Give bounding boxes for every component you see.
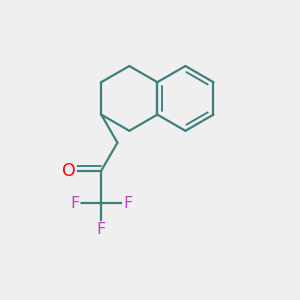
Text: F: F <box>123 196 132 211</box>
Text: F: F <box>97 222 106 237</box>
Text: F: F <box>70 196 79 211</box>
Text: O: O <box>62 162 76 180</box>
